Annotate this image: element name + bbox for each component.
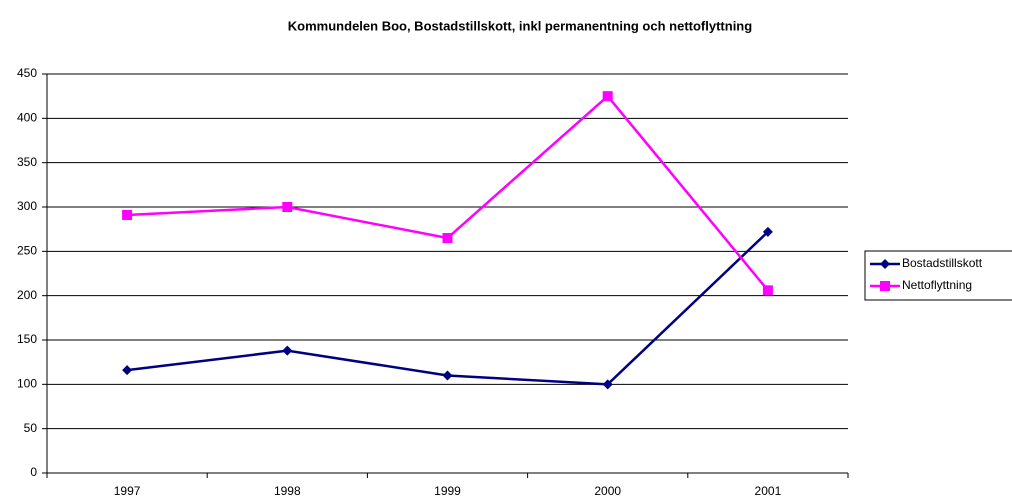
x-tick-label: 1998 (274, 484, 301, 498)
point (602, 91, 613, 102)
point (602, 379, 613, 390)
point (762, 285, 773, 296)
series-line (126, 230, 769, 386)
x-tick-label: 2001 (755, 484, 782, 498)
y-tick-label: 0 (30, 465, 37, 479)
x-tick-label: 2000 (594, 484, 621, 498)
point (442, 233, 453, 244)
y-tick-label: 400 (17, 111, 37, 125)
y-tick-label: 300 (17, 199, 37, 213)
y-tick-label: 350 (17, 155, 37, 169)
legend-box (864, 250, 1012, 301)
y-tick-label: 450 (17, 66, 37, 80)
point (122, 209, 133, 220)
point (762, 226, 773, 237)
series-line (127, 94, 769, 292)
point (282, 202, 293, 212)
legend-marker (880, 281, 890, 291)
legend-label: Bostadstillskott (902, 256, 983, 270)
point (442, 370, 453, 381)
point (122, 365, 133, 376)
y-tick-label: 250 (17, 244, 37, 258)
x-tick-label: 1997 (114, 484, 141, 498)
point (282, 345, 293, 356)
y-tick-label: 50 (24, 421, 38, 435)
legend-label: Nettoflyttning (902, 278, 972, 292)
y-tick-label: 200 (17, 288, 37, 302)
y-tick-label: 100 (17, 377, 37, 391)
y-tick-label: 150 (17, 332, 37, 346)
x-tick-label: 1999 (434, 484, 461, 498)
chart-title: Kommundelen Boo, Bostadstillskott, inkl … (288, 18, 752, 33)
legend-marker (880, 259, 890, 269)
